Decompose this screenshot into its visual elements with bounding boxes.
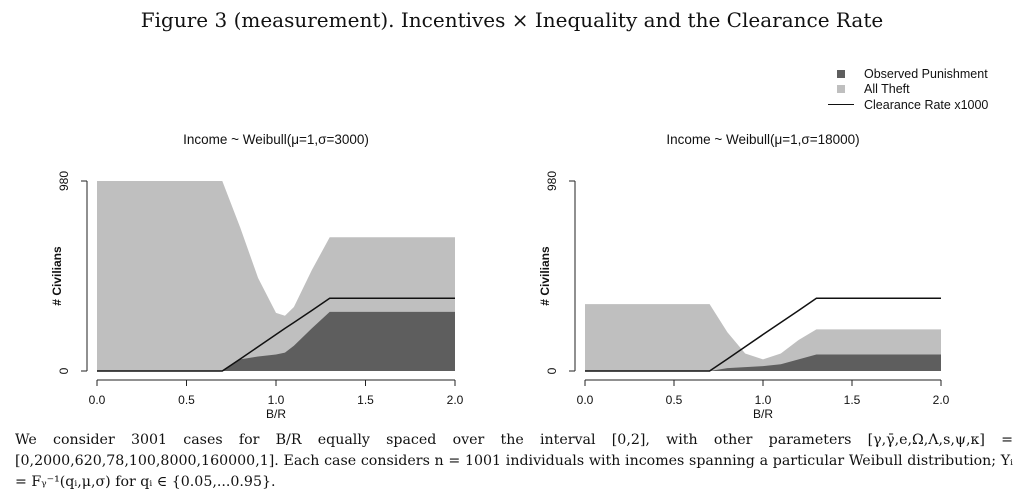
x-tick-label: 0.0 (577, 393, 594, 407)
x-axis-label: B/R (753, 407, 773, 421)
caption-text: We consider 3001 cases for B/R equally s… (15, 432, 1013, 490)
figure-title: Figure 3 (measurement). Incentives × Ine… (140, 8, 884, 32)
legend-item-observed-punishment: Observed Punishment (826, 66, 988, 82)
legend-label: Observed Punishment (864, 66, 988, 81)
chart-area: Income ~ Weibull(μ=1,σ=3000) 0.0 0.5 1.0 1.5… (50, 132, 949, 421)
y-axis-label: # Civilians (538, 246, 552, 306)
legend-swatch (837, 69, 845, 78)
chart-title: Income ~ Weibull(μ=1,σ=3000) (183, 132, 369, 147)
legend-item-all-theft: All Theft (826, 82, 988, 98)
y-tick-label: 0 (57, 367, 71, 374)
x-tick-label: 2.0 (933, 393, 950, 407)
y-tick-label: 980 (545, 171, 559, 191)
x-axis-label: B/R (266, 407, 286, 421)
x-tick-label: 0.0 (89, 393, 106, 407)
x-tick-label: 1.0 (268, 393, 285, 407)
legend: Observed Punishment All Theft Clearance … (826, 66, 988, 113)
legend-line (828, 104, 854, 106)
series-line-clearance-rate (97, 297, 455, 372)
chart-panel-2: Income ~ Weibull(μ=1,σ=18000) 0.0 0.5 1.0 1.… (538, 132, 949, 421)
x-tick-label: 1.0 (755, 393, 772, 407)
chart-panel-1: Income ~ Weibull(μ=1,σ=3000) 0.0 0.5 1.0 1.5… (50, 132, 463, 421)
series-area-all-theft (585, 304, 941, 371)
y-axis-label: # Civilians (50, 246, 64, 306)
x-tick-label: 0.5 (178, 393, 195, 407)
series-line-clearance-rate (585, 297, 941, 372)
figure-caption: We consider 3001 cases for B/R equally s… (15, 430, 1013, 493)
x-tick-label: 1.5 (357, 393, 374, 407)
y-tick-label: 980 (57, 171, 71, 191)
chart-title: Income ~ Weibull(μ=1,σ=18000) (666, 132, 859, 147)
series-area-observed-punishment (585, 354, 941, 371)
legend-item-clearance-rate: Clearance Rate x1000 (826, 97, 988, 113)
legend-label: All Theft (864, 82, 910, 97)
x-tick-label: 0.5 (666, 393, 683, 407)
series-area-observed-punishment (97, 311, 455, 371)
y-tick-label: 0 (545, 367, 559, 374)
x-tick-label: 2.0 (447, 393, 464, 407)
legend-swatch (837, 85, 845, 94)
legend-label: Clearance Rate x1000 (864, 97, 989, 112)
x-tick-label: 1.5 (844, 393, 861, 407)
